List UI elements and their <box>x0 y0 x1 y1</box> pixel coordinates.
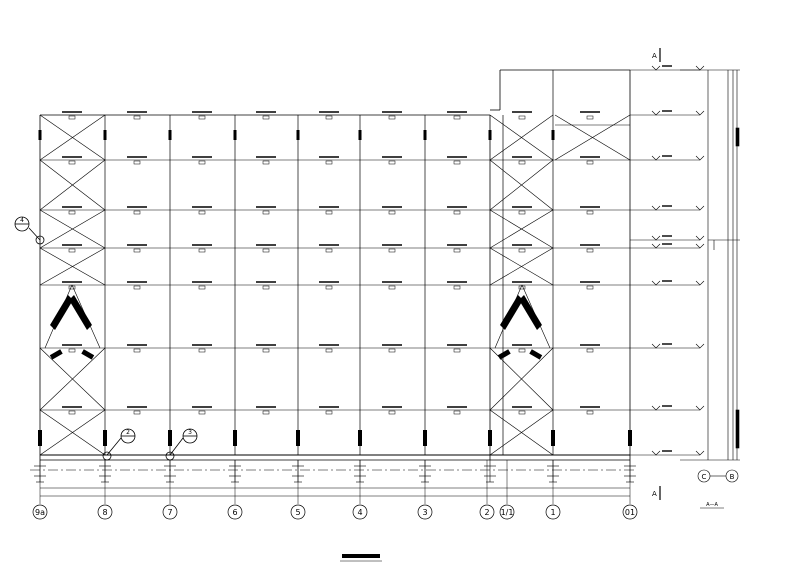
section-mark-top-label: A <box>652 52 657 60</box>
callout-2-label: 2 <box>126 429 130 436</box>
grid-axis-9: 1 <box>545 460 561 520</box>
grid-axis-label: 1 <box>550 508 555 517</box>
grid-axis-label: 4 <box>357 508 362 517</box>
section-a-a-detail: C B A—A <box>680 69 740 509</box>
grid-axis-label: 01 <box>625 508 635 517</box>
grid-axis-4: 5 <box>290 460 306 520</box>
section-title: A—A <box>706 502 718 508</box>
grid-axis-7: 2 <box>479 460 495 520</box>
horizontal-girts <box>40 124 630 411</box>
grid-axis-label: 8 <box>102 508 107 517</box>
drawing-title-block <box>340 554 382 562</box>
elevation-level-markers <box>630 65 705 456</box>
callout-3: 3 <box>165 428 198 461</box>
grid-axis-label: 6 <box>232 508 237 517</box>
section-mark-bottom: A <box>652 486 661 500</box>
grid-axis-8: 1/1 <box>499 460 515 520</box>
grid-axis-label: 9a <box>35 508 45 517</box>
grid-axis-bubbles: 9a 8 7 6 5 4 3 2 1/1 1 01 <box>32 460 638 520</box>
heavy-brace-members <box>49 295 543 360</box>
column-bases <box>34 430 636 483</box>
callout-2: 2 <box>102 428 136 461</box>
grid-axis-1: 8 <box>97 460 113 520</box>
callout-4: 4 <box>14 216 45 245</box>
column-base <box>484 430 496 483</box>
section-mark-top: A <box>652 48 661 62</box>
grid-axis-label: 5 <box>295 508 300 517</box>
callout-3-label: 3 <box>188 429 192 436</box>
dimension-lines <box>30 469 635 497</box>
grid-axis-6: 3 <box>417 460 433 520</box>
grid-axis-2: 7 <box>162 460 178 520</box>
grid-axis-10: 01 <box>622 460 638 520</box>
section-axis-c: C <box>702 473 707 481</box>
main-frame-outline <box>39 69 631 461</box>
grid-axis-label: 1/1 <box>501 508 514 517</box>
grid-axis-label: 7 <box>167 508 172 517</box>
callout-4-label: 4 <box>20 217 24 224</box>
grid-axis-0: 9a <box>32 460 48 520</box>
column-lines <box>104 70 554 455</box>
grid-axis-3: 6 <box>227 460 243 520</box>
grid-axis-label: 3 <box>422 508 427 517</box>
grid-axis-5: 4 <box>352 460 368 520</box>
section-mark-bottom-label: A <box>652 490 657 498</box>
grid-axis-label: 2 <box>484 508 489 517</box>
member-annotation-tags <box>38 111 600 415</box>
cross-bracing-left <box>39 114 106 456</box>
section-axis-b: B <box>730 473 735 481</box>
